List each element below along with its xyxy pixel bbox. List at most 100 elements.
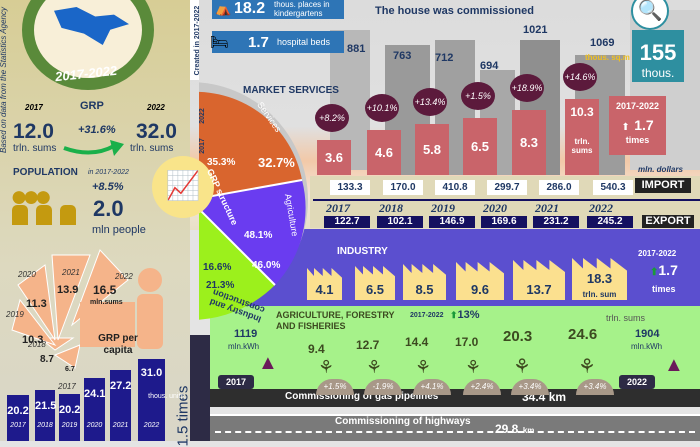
housing-value: 31.0 xyxy=(140,367,163,379)
hospital-value: 1.7 xyxy=(248,34,269,51)
wheat-icon: ⚘ xyxy=(578,356,596,378)
jobs-unit: thous. xyxy=(641,66,675,80)
gpc-value: 16.5 xyxy=(93,283,117,297)
wheat-icon: ⚘ xyxy=(415,357,432,377)
import-label: IMPORT xyxy=(635,178,691,193)
grp-unit-start: trln. sums xyxy=(13,143,57,154)
agriculture-2022: 46.0% xyxy=(252,260,281,271)
growth-bubble: +14.6% xyxy=(563,63,597,91)
service-bar xyxy=(317,140,351,175)
gpc-value: 6.7 xyxy=(65,366,75,373)
market-services-title: MARKET SERVICES xyxy=(243,85,339,96)
baby-icon: ⛺ xyxy=(215,1,232,16)
gpc-value: 11.3 xyxy=(26,298,47,310)
growth-chart-icon: 📈 xyxy=(152,156,214,218)
housing-year: 2018 xyxy=(37,422,53,429)
service-bar xyxy=(463,118,497,175)
electricity-start-unit: mln.kWh xyxy=(228,342,260,351)
agriculture-unit: trln. sums xyxy=(606,313,646,323)
population-growth: +8.5% xyxy=(92,181,124,193)
agriculture-growth: 13% xyxy=(457,309,480,321)
gas-label: Commissioning of gas pipelines xyxy=(285,391,439,402)
agriculture-change: +2.4% xyxy=(463,379,501,395)
house-value: 712 xyxy=(435,52,454,64)
arrow-up-icon: ⬆ xyxy=(621,122,630,133)
house-value: 694 xyxy=(480,60,499,72)
electricity-end-unit: mln.kWh xyxy=(631,342,663,351)
gpc-value: 10.3 xyxy=(22,334,44,346)
service-value: 8.3 xyxy=(519,134,539,150)
housing-bar: 21.5 2018 xyxy=(35,390,57,441)
import-value: 286.0 xyxy=(539,180,579,195)
gpc-year: 2019 xyxy=(6,310,24,319)
growth-bubble: +1.5% xyxy=(461,82,495,110)
growth-bubble: +10.1% xyxy=(365,94,399,122)
service-bar xyxy=(367,130,401,175)
year-sign-end: 2022 xyxy=(619,375,655,389)
industry-period: 2017-2022 xyxy=(638,249,677,258)
export-value: 245.2 xyxy=(587,216,633,228)
import-value: 133.3 xyxy=(330,180,370,195)
trade-year: 2019 xyxy=(431,201,455,215)
kindergarten-label: thous. places in kindergartens xyxy=(274,0,330,18)
trade-year: 2022 xyxy=(589,201,613,215)
housing-bar: 20.2 2019 xyxy=(59,394,80,441)
road-marking xyxy=(215,431,695,433)
house-value: 763 xyxy=(393,50,412,62)
house-value: 1021 xyxy=(523,24,548,36)
timeline xyxy=(313,199,700,201)
pie-slice-agriculture xyxy=(199,180,306,285)
industry-title: INDUSTRY xyxy=(337,246,388,257)
agriculture-period: 2017-2022 xyxy=(410,312,444,319)
summary-value: 1.7 xyxy=(634,117,654,133)
wheat-icon: ⚘ xyxy=(513,356,531,378)
service-value: 6.5 xyxy=(470,138,490,154)
trade-year: 2017 xyxy=(326,201,350,215)
wheat-icon: ⚘ xyxy=(366,357,383,377)
population-unit: mln people xyxy=(92,224,146,236)
housing-value: 21.5 xyxy=(35,400,57,412)
growth-bubble: +18.9% xyxy=(510,74,544,102)
housing-year: 2021 xyxy=(112,422,129,429)
green-arrow-icon xyxy=(63,140,124,156)
import-value: 170.0 xyxy=(383,180,423,195)
housing-bar: 27.2 2021 xyxy=(110,370,131,441)
export-value: 122.7 xyxy=(324,216,370,228)
gpc-value: 13.9 xyxy=(57,284,79,296)
housing-year: 2022 xyxy=(143,422,160,429)
kindergarten-box: ⛺ 18.2 thous. places in kindergartens xyxy=(212,0,344,19)
highway-band xyxy=(210,414,700,441)
bed-icon: 🛏 xyxy=(210,34,230,51)
housing-value: 20.2 xyxy=(7,405,29,417)
service-value: 10.3 xyxy=(570,105,594,119)
hospital-box: 🛏 1.7 hospital beds xyxy=(210,31,344,53)
agriculture-change: +3.4% xyxy=(576,379,614,395)
housing-year: 2019 xyxy=(61,422,78,429)
summary-period: 2017-2022 xyxy=(615,101,660,111)
industry-2017: 16.6% xyxy=(203,262,232,273)
grp-value-start: 12.0 xyxy=(13,120,54,143)
housing-value: 20.2 xyxy=(59,404,81,416)
industry-2022: 21.3% xyxy=(206,280,235,291)
service-bar xyxy=(512,110,546,175)
industry-growth-unit: times xyxy=(652,284,676,294)
grp-per-capita-title: GRP per capita xyxy=(98,333,138,356)
agriculture-2017: 48.1% xyxy=(244,230,273,241)
agriculture-value: 17.0 xyxy=(455,335,479,349)
housing-bar: 31.0 2022 xyxy=(138,359,165,441)
jobs-box: 155 thous. xyxy=(632,30,684,82)
trade-year: 2021 xyxy=(535,201,559,215)
grp-per-capita-unit: mln.sums xyxy=(90,299,123,306)
arrow-up-icon: ⬆ xyxy=(450,310,458,320)
gpc-year: 2020 xyxy=(18,270,36,279)
created-strip xyxy=(190,0,199,80)
services-summary-box: 2017-2022 ⬆ 1.7 times xyxy=(609,96,666,155)
import-value: 299.7 xyxy=(487,180,527,195)
gpc-year: 2018 xyxy=(28,340,46,349)
house-value: 881 xyxy=(347,43,366,55)
growth-bubble: +13.4% xyxy=(413,88,447,116)
houses-unit: thous. sq.m xyxy=(585,53,630,62)
population-title: POPULATION xyxy=(13,167,78,178)
industry-unit: trln. sum xyxy=(582,290,617,299)
